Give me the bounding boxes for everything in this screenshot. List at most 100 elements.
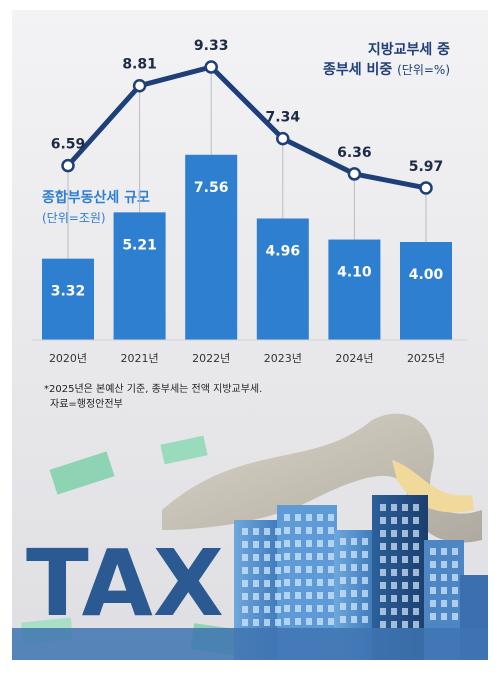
building-window [317, 527, 323, 534]
building-window [340, 564, 346, 571]
building-window [430, 561, 436, 568]
building-window [380, 569, 386, 576]
building-window [284, 540, 290, 547]
building-window [275, 619, 281, 626]
building-window [402, 530, 408, 537]
building-window [413, 504, 419, 511]
building-window [295, 514, 301, 521]
building-window [413, 517, 419, 524]
line-point [276, 131, 290, 146]
building-window [340, 538, 346, 545]
line-series-name-2: 종부세 비중 [322, 62, 393, 78]
bar-value-label: 4.00 [409, 267, 444, 283]
building-window [351, 603, 357, 610]
x-tick-label: 2023년 [264, 352, 302, 365]
building-window [295, 605, 301, 612]
building-window [317, 514, 323, 521]
building-window [317, 579, 323, 586]
building-window [306, 605, 312, 612]
building-window [264, 606, 270, 613]
building-window [380, 517, 386, 524]
building-window [275, 554, 281, 561]
building-window [295, 592, 301, 599]
line-value-label: 8.81 [122, 57, 157, 73]
building-window [452, 587, 458, 594]
building-window [284, 605, 290, 612]
building-window [402, 517, 408, 524]
building-window [253, 580, 259, 587]
building-window [253, 593, 259, 600]
building-window [306, 514, 312, 521]
building-window [351, 538, 357, 545]
building-window [441, 548, 447, 555]
line-value-label: 5.97 [409, 159, 444, 175]
line-value-label: 6.36 [337, 145, 372, 161]
building-window [452, 600, 458, 607]
line-point [204, 60, 218, 74]
building-window [317, 566, 323, 573]
building-window [340, 616, 346, 623]
x-tick-label: 2021년 [121, 352, 159, 365]
building-window [253, 554, 259, 561]
bar-value-label: 3.32 [51, 284, 86, 300]
building-window [328, 553, 334, 560]
building-window [242, 541, 248, 548]
building-window [306, 553, 312, 560]
building-window [264, 554, 270, 561]
building-window [430, 613, 436, 620]
building-window [391, 517, 397, 524]
bar-series-title: 종합부동산세 규모 (단위=조원) [42, 188, 150, 228]
building-window [317, 553, 323, 560]
building-window [317, 618, 323, 625]
bar-series-name: 종합부동산세 규모 [42, 190, 150, 206]
building-window [340, 590, 346, 597]
building-window [452, 574, 458, 581]
building-window [253, 528, 259, 535]
building-window [328, 527, 334, 534]
building-window [264, 593, 270, 600]
x-tick-label: 2020년 [49, 352, 87, 365]
building-window [402, 569, 408, 576]
building-window [413, 543, 419, 550]
building-window [317, 592, 323, 599]
building-window [380, 543, 386, 550]
line-point [61, 158, 75, 173]
building-window [328, 579, 334, 586]
building-window [391, 530, 397, 537]
line-point [132, 78, 147, 93]
infographic-panel: 지방교부세 중 종부세 비중 (단위=%) 종합부동산세 규모 (단위=조원) … [12, 10, 488, 660]
building-window [275, 567, 281, 574]
building-window [441, 600, 447, 607]
building-window [391, 556, 397, 563]
building-window [284, 592, 290, 599]
building-window [295, 618, 301, 625]
building-window [402, 543, 408, 550]
building-window [452, 613, 458, 620]
building-window [362, 538, 368, 545]
building-window [253, 619, 259, 626]
building-window [452, 548, 458, 555]
building-window [295, 527, 301, 534]
building-window [295, 566, 301, 573]
building-window [295, 553, 301, 560]
bar [256, 218, 309, 340]
building-window [430, 600, 436, 607]
building-window [328, 514, 334, 521]
building-window [391, 608, 397, 615]
building-window [413, 582, 419, 589]
building-window [402, 608, 408, 615]
building-window [242, 593, 248, 600]
building-window [391, 543, 397, 550]
building-window [275, 528, 281, 535]
bar [185, 154, 238, 340]
bar-value-label: 5.21 [122, 237, 157, 253]
bar-value-label: 7.56 [194, 180, 229, 196]
building-window [413, 530, 419, 537]
building-window [328, 540, 334, 547]
building-window [430, 587, 436, 594]
line-point [419, 181, 433, 195]
line-value-label: 6.59 [51, 137, 86, 153]
building-window [351, 616, 357, 623]
building-window [402, 621, 408, 628]
building-window [275, 606, 281, 613]
